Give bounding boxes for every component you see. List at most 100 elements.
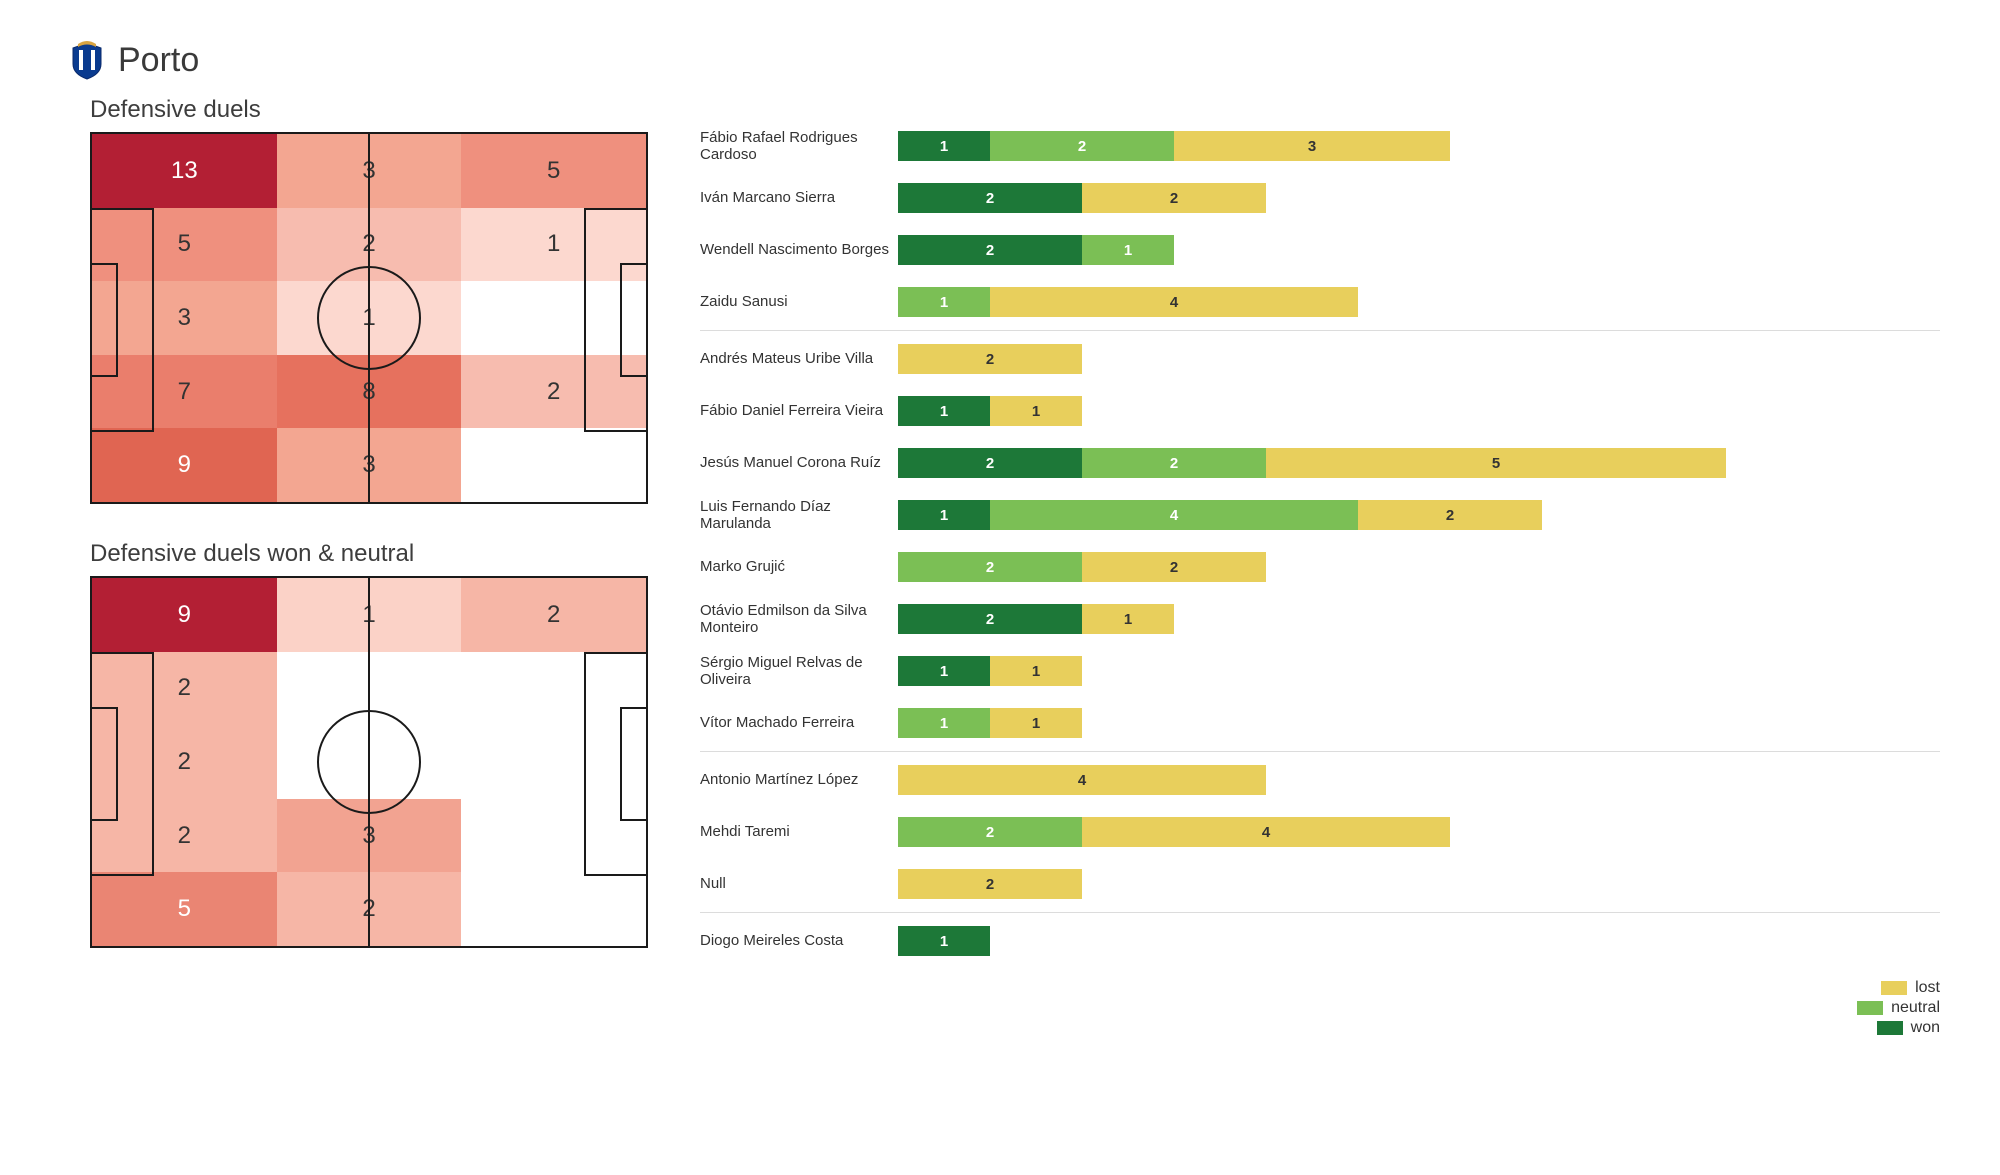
- heatmap-cell: [461, 281, 646, 355]
- player-name: Mehdi Taremi: [700, 823, 898, 840]
- player-row: Marko Grujić22: [700, 541, 1940, 593]
- heatmap-cell: 1: [461, 208, 646, 282]
- heatmap-cell: 3: [277, 428, 462, 502]
- bar-chart: Fábio Rafael Rodrigues Cardoso123Iván Ma…: [700, 120, 1940, 967]
- bar-track: 14: [898, 287, 1940, 317]
- team-crest-icon: [70, 40, 104, 80]
- bar-segment-neutral: 2: [990, 131, 1174, 161]
- heatmap-cell: 2: [461, 355, 646, 429]
- heatmap-cell: 2: [92, 725, 277, 799]
- group-divider: [700, 912, 1940, 913]
- section-title-duels-won: Defensive duels won & neutral: [90, 540, 650, 568]
- bar-segment-lost: 1: [990, 396, 1082, 426]
- bar-track: 11: [898, 708, 1940, 738]
- bar-segment-won: 1: [898, 500, 990, 530]
- content: Defensive duels 13355213178293 Defensive…: [60, 86, 1940, 1037]
- player-name: Sérgio Miguel Relvas de Oliveira: [700, 654, 898, 689]
- heatmap-cell: [461, 872, 646, 946]
- player-name: Fábio Rafael Rodrigues Cardoso: [700, 129, 898, 164]
- bar-segment-lost: 2: [1082, 552, 1266, 582]
- bar-segment-won: 2: [898, 604, 1082, 634]
- legend-item-lost: lost: [1881, 979, 1940, 997]
- bar-segment-lost: 4: [898, 765, 1266, 795]
- bar-segment-lost: 2: [1082, 183, 1266, 213]
- group-divider: [700, 751, 1940, 752]
- player-row: Antonio Martínez López4: [700, 754, 1940, 806]
- bar-segment-lost: 4: [1082, 817, 1450, 847]
- player-name: Andrés Mateus Uribe Villa: [700, 350, 898, 367]
- page-root: Porto Defensive duels 13355213178293 Def…: [0, 0, 2000, 1077]
- heatmap-cell: [277, 652, 462, 726]
- player-name: Diogo Meireles Costa: [700, 932, 898, 949]
- heatmap-cell: 8: [277, 355, 462, 429]
- player-row: Vítor Machado Ferreira11: [700, 697, 1940, 749]
- bar-segment-lost: 2: [1358, 500, 1542, 530]
- bar-track: 11: [898, 656, 1940, 686]
- bar-segment-won: 1: [898, 131, 990, 161]
- heatmap-cell: [461, 652, 646, 726]
- heatmap-grid-duels-won: 912222352: [92, 578, 646, 946]
- heatmap-cell: 5: [92, 872, 277, 946]
- bar-track: 142: [898, 500, 1940, 530]
- bar-segment-lost: 2: [898, 344, 1082, 374]
- player-name: Vítor Machado Ferreira: [700, 714, 898, 731]
- pitch-duels: 13355213178293: [90, 132, 650, 504]
- bar-segment-lost: 5: [1266, 448, 1726, 478]
- bar-segment-lost: 4: [990, 287, 1358, 317]
- bar-segment-neutral: 4: [990, 500, 1358, 530]
- bar-segment-lost: 2: [898, 869, 1082, 899]
- player-row: Zaidu Sanusi14: [700, 276, 1940, 328]
- team-header: Porto: [70, 40, 1940, 80]
- bar-track: 22: [898, 552, 1940, 582]
- player-row: Jesús Manuel Corona Ruíz225: [700, 437, 1940, 489]
- player-name: Jesús Manuel Corona Ruíz: [700, 454, 898, 471]
- legend-item-won: won: [1877, 1019, 1940, 1037]
- bar-segment-lost: 3: [1174, 131, 1450, 161]
- bar-segment-neutral: 2: [898, 552, 1082, 582]
- heatmap-cell: 2: [92, 652, 277, 726]
- bar-track: 21: [898, 235, 1940, 265]
- bar-segment-neutral: 1: [1082, 235, 1174, 265]
- bar-track: 225: [898, 448, 1940, 478]
- heatmap-cell: 2: [461, 578, 646, 652]
- team-name: Porto: [118, 41, 199, 80]
- group-divider: [700, 330, 1940, 331]
- player-row: Fábio Rafael Rodrigues Cardoso123: [700, 120, 1940, 172]
- player-row: Iván Marcano Sierra22: [700, 172, 1940, 224]
- bar-segment-won: 1: [898, 396, 990, 426]
- bar-segment-neutral: 2: [1082, 448, 1266, 478]
- legend: lost neutral won: [700, 979, 1940, 1037]
- player-row: Fábio Daniel Ferreira Vieira11: [700, 385, 1940, 437]
- player-name: Zaidu Sanusi: [700, 293, 898, 310]
- bar-track: 21: [898, 604, 1940, 634]
- bar-track: 2: [898, 344, 1940, 374]
- legend-item-neutral: neutral: [1857, 999, 1940, 1017]
- bar-track: 2: [898, 869, 1940, 899]
- heatmap-cell: 1: [277, 281, 462, 355]
- bar-track: 123: [898, 131, 1940, 161]
- right-column: Fábio Rafael Rodrigues Cardoso123Iván Ma…: [700, 86, 1940, 1037]
- player-name: Iván Marcano Sierra: [700, 189, 898, 206]
- heatmap-cell: 2: [277, 872, 462, 946]
- heatmap-cell: 3: [277, 799, 462, 873]
- heatmap-cell: 9: [92, 578, 277, 652]
- bar-track: 22: [898, 183, 1940, 213]
- heatmap-cell: [461, 725, 646, 799]
- player-name: Otávio Edmilson da Silva Monteiro: [700, 602, 898, 637]
- heatmap-cell: 2: [277, 208, 462, 282]
- heatmap-cell: 7: [92, 355, 277, 429]
- legend-swatch: [1857, 1001, 1883, 1015]
- left-column: Defensive duels 13355213178293 Defensive…: [60, 86, 650, 1037]
- player-name: Wendell Nascimento Borges: [700, 241, 898, 258]
- player-row: Otávio Edmilson da Silva Monteiro21: [700, 593, 1940, 645]
- legend-swatch: [1877, 1021, 1903, 1035]
- heatmap-cell: 13: [92, 134, 277, 208]
- bar-segment-neutral: 1: [898, 287, 990, 317]
- heatmap-cell: 3: [92, 281, 277, 355]
- heatmap-cell: 5: [92, 208, 277, 282]
- heatmap-grid-duels: 13355213178293: [92, 134, 646, 502]
- player-name: Null: [700, 875, 898, 892]
- player-name: Fábio Daniel Ferreira Vieira: [700, 402, 898, 419]
- bar-segment-won: 1: [898, 926, 990, 956]
- legend-label: won: [1911, 1019, 1940, 1037]
